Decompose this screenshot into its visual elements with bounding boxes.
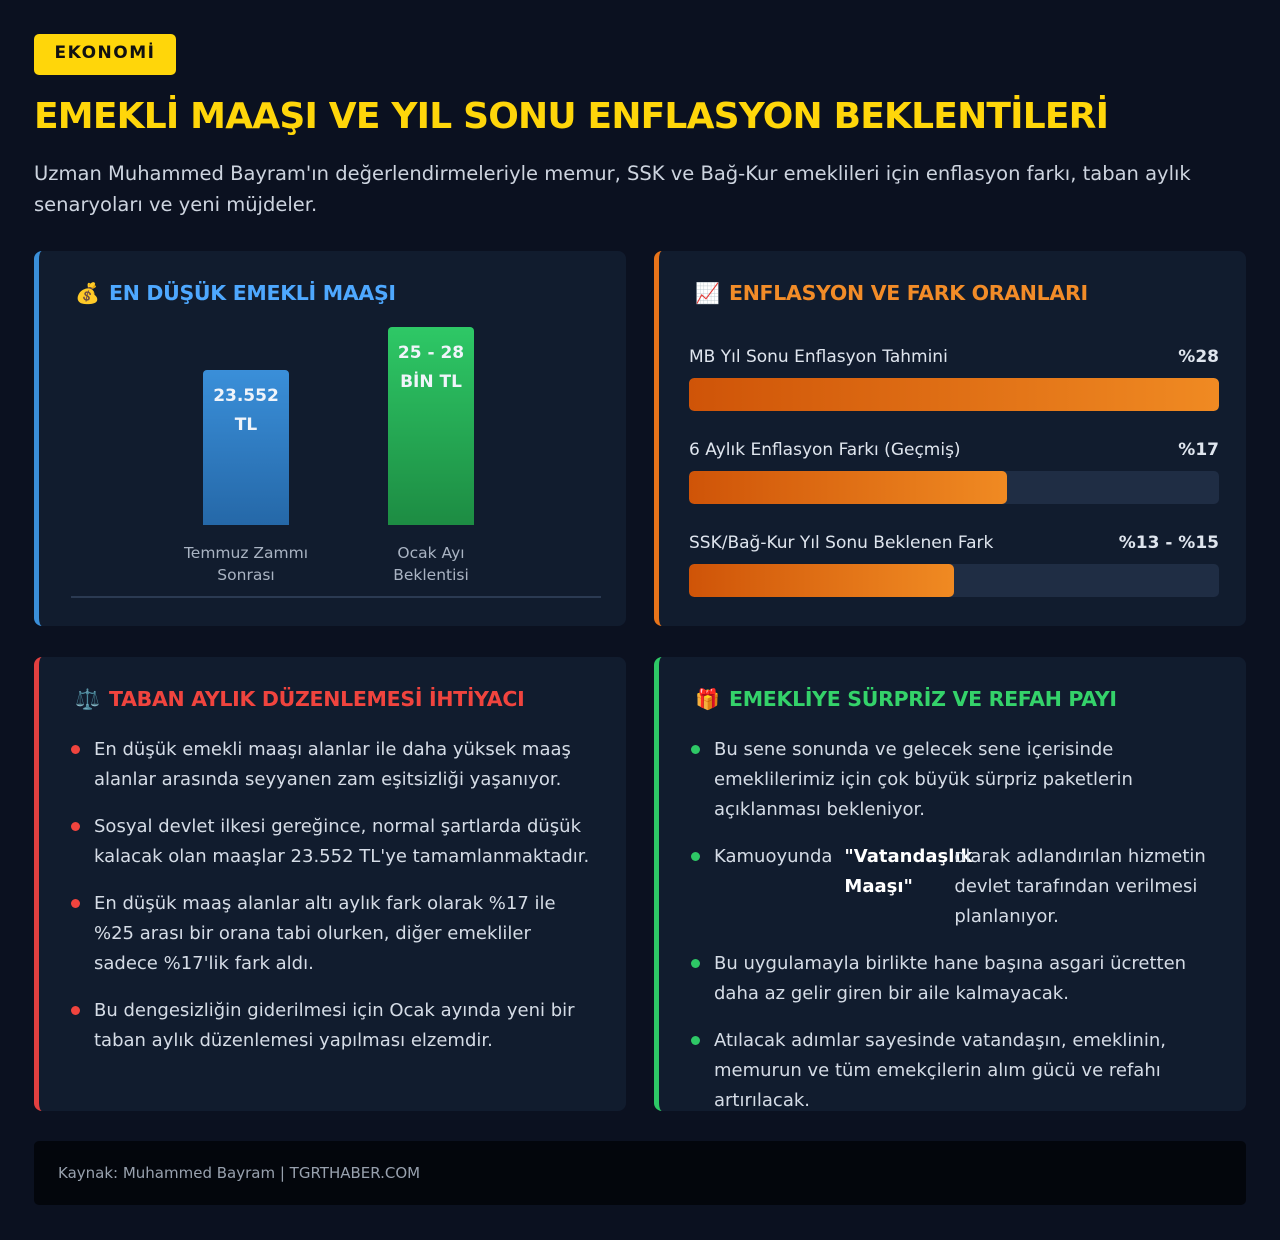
metric-value: %13 - %15	[1118, 533, 1219, 553]
inflation-title: 📈 ENFLASYON VE FARK ORANLARI	[695, 281, 1088, 305]
chart-baseline	[71, 596, 601, 598]
bullet-icon	[71, 822, 80, 831]
progress-fill	[689, 378, 1219, 411]
base-salary-title: ⚖️ TABAN AYLIK DÜZENLEMESİ İHTİYACI	[75, 687, 525, 711]
list-item-emphasis: "Vatandaşlık Maaşı"	[844, 846, 973, 897]
base-salary-card: ⚖️ TABAN AYLIK DÜZENLEMESİ İHTİYACI En d…	[34, 657, 626, 1111]
chart-increasing-icon: 📈	[695, 281, 720, 305]
metric-item: SSK/Bağ-Kur Yıl Sonu Beklenen Fark %13 -…	[689, 533, 1219, 597]
category-badge: EKONOMİ	[34, 34, 176, 75]
list-item: Bu dengesizliğin giderilmesi için Ocak a…	[71, 996, 591, 1056]
bullet-icon	[691, 959, 700, 968]
metric-item: 6 Aylık Enflasyon Farkı (Geçmiş) %17	[689, 440, 1219, 504]
bullet-icon	[71, 745, 80, 754]
bar-value-label: 23.552 TL	[213, 386, 279, 435]
metric-item: MB Yıl Sonu Enflasyon Tahmini %28	[689, 347, 1219, 411]
bar-temmuz: 23.552 TL	[203, 370, 289, 525]
list-item: Atılacak adımlar sayesinde vatandaşın, e…	[691, 1026, 1211, 1116]
bullet-icon	[71, 1006, 80, 1015]
metric-label: MB Yıl Sonu Enflasyon Tahmini	[689, 347, 948, 367]
list-item: Kamuoyunda "Vatandaşlık Maaşı" olarak ad…	[691, 842, 1211, 932]
bullet-icon	[691, 745, 700, 754]
surprise-card: 🎁 EMEKLİYE SÜRPRİZ VE REFAH PAYI Bu sene…	[654, 657, 1246, 1111]
bar-value-label: 25 - 28 BİN TL	[397, 343, 465, 392]
list-item: Sosyal devlet ilkesi gereğince, normal ş…	[71, 812, 591, 872]
money-bag-icon: 💰	[75, 281, 100, 305]
list-item-text: Kamuoyunda	[714, 846, 833, 867]
progress-fill	[689, 471, 1007, 504]
base-salary-title-text: TABAN AYLIK DÜZENLEMESİ İHTİYACI	[109, 687, 525, 711]
metric-label: 6 Aylık Enflasyon Farkı (Geçmiş)	[689, 440, 961, 460]
page-subtitle: Uzman Muhammed Bayram'ın değerlendirmele…	[34, 162, 1191, 216]
metric-label: SSK/Bağ-Kur Yıl Sonu Beklenen Fark	[689, 533, 994, 553]
progress-track	[689, 378, 1219, 411]
min-pension-card: 💰 EN DÜŞÜK EMEKLİ MAAŞI 23.552 TL Temmuz…	[34, 251, 626, 626]
surprise-list: Bu sene sonunda ve gelecek sene içerisin…	[691, 735, 1211, 1133]
list-item: En düşük maaş alanlar altı aylık fark ol…	[71, 889, 591, 979]
list-item: Bu sene sonunda ve gelecek sene içerisin…	[691, 735, 1211, 825]
bullet-icon	[691, 852, 700, 861]
min-pension-title-text: EN DÜŞÜK EMEKLİ MAAŞI	[109, 281, 396, 305]
list-item: En düşük emekli maaşı alanlar ile daha y…	[71, 735, 591, 795]
bullet-icon	[691, 1036, 700, 1045]
bar-category-label: Ocak Ayı Beklentisi	[393, 544, 469, 584]
bar-category-label: Temmuz Zammı Sonrası	[183, 544, 309, 584]
gift-icon: 🎁	[695, 687, 720, 711]
page-title: EMEKLİ MAAŞI VE YIL SONU ENFLASYON BEKLE…	[34, 96, 1109, 137]
source-text: Kaynak: Muhammed Bayram | TGRTHABER.COM	[58, 1164, 421, 1182]
source-footer: Kaynak: Muhammed Bayram | TGRTHABER.COM	[34, 1141, 1246, 1205]
bar-ocak: 25 - 28 BİN TL	[388, 327, 474, 525]
progress-track	[689, 471, 1219, 504]
metric-value: %28	[1178, 347, 1219, 367]
inflation-title-text: ENFLASYON VE FARK ORANLARI	[729, 281, 1088, 305]
base-salary-list: En düşük emekli maaşı alanlar ile daha y…	[71, 735, 591, 1073]
min-pension-title: 💰 EN DÜŞÜK EMEKLİ MAAŞI	[75, 281, 396, 305]
list-item: Bu uygulamayla birlikte hane başına asga…	[691, 949, 1211, 1009]
balance-scale-icon: ⚖️	[75, 687, 100, 711]
bullet-icon	[71, 899, 80, 908]
surprise-title-text: EMEKLİYE SÜRPRİZ VE REFAH PAYI	[729, 687, 1117, 711]
progress-fill	[689, 564, 954, 597]
progress-track	[689, 564, 1219, 597]
list-item-text: olarak adlandırılan hizmetin devlet tara…	[954, 846, 1206, 927]
metric-value: %17	[1178, 440, 1219, 460]
inflation-card: 📈 ENFLASYON VE FARK ORANLARI MB Yıl Sonu…	[654, 251, 1246, 626]
surprise-title: 🎁 EMEKLİYE SÜRPRİZ VE REFAH PAYI	[695, 687, 1117, 711]
